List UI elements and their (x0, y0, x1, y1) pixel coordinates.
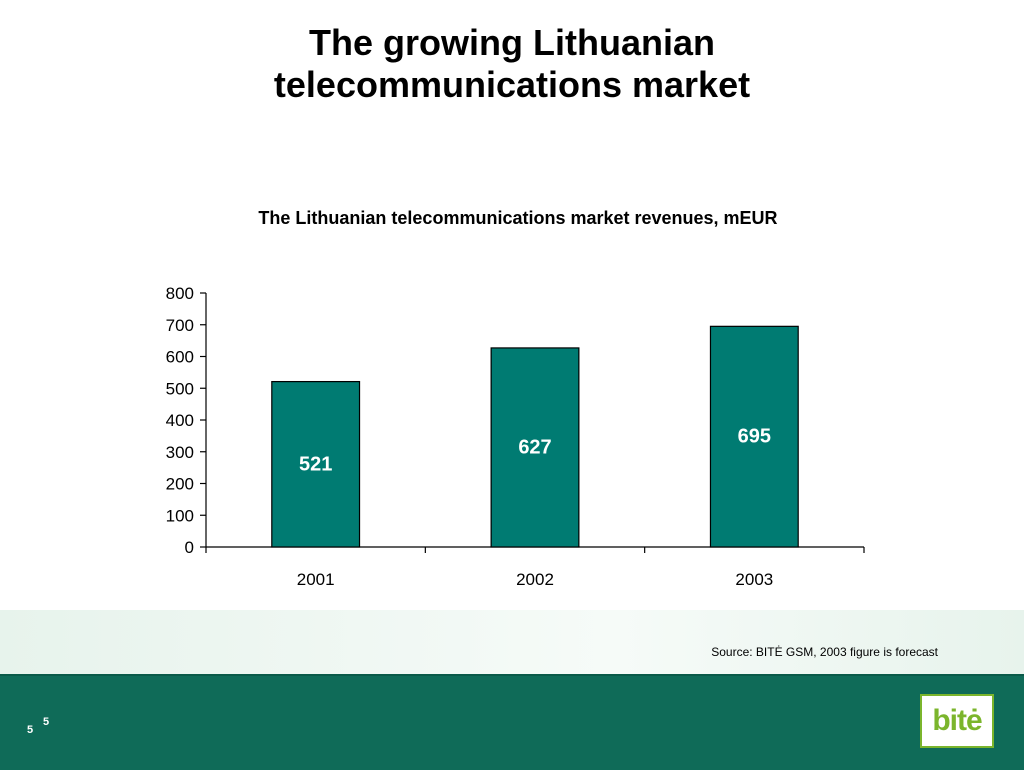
y-tick-label-6: 600 (166, 348, 194, 367)
y-tick-label-4: 400 (166, 411, 194, 430)
bar-chart: 0 100 200 300 400 500 600 700 800 521 2001 627 2002 6… (166, 284, 865, 589)
slide-title: The growing Lithuanian telecommunication… (0, 22, 1024, 106)
slide-title-line-2: telecommunications market (273, 64, 751, 105)
y-tick-label-8: 800 (166, 284, 194, 303)
bite-logo-text: bitė (932, 704, 982, 737)
bottom-band (0, 610, 1024, 674)
bar-2001 (271, 380, 361, 548)
y-tick-label-1: 100 (166, 506, 194, 525)
bar-2002 (490, 347, 580, 548)
slide-title-line-1: The growing Lithuanian (309, 22, 715, 63)
source-note: Source: BITĖ GSM, 2003 figure is forecas… (711, 645, 938, 659)
page-number: 5 (27, 724, 34, 736)
y-tick-label-7: 700 (166, 316, 194, 335)
x-tick-label-2002: 2002 (516, 570, 554, 589)
x-tick-label-2003: 2003 (735, 570, 773, 589)
footer-bar (0, 674, 1024, 770)
data-label-2001: 521 (299, 453, 332, 475)
y-tick-label-3: 300 (166, 443, 194, 462)
y-tick-label-5: 500 (166, 379, 194, 398)
y-tick-label-2: 200 (166, 475, 194, 494)
bar-2003 (709, 325, 799, 548)
bite-logo: bitė (920, 694, 994, 748)
y-tick-label-0: 0 (185, 538, 194, 557)
page-number-superscript: 5 (43, 716, 50, 728)
chart-title: The Lithuanian telecommunications market… (258, 208, 778, 228)
data-label-2002: 627 (518, 436, 551, 458)
data-label-2003: 695 (738, 426, 771, 448)
x-tick-label-2001: 2001 (297, 570, 335, 589)
